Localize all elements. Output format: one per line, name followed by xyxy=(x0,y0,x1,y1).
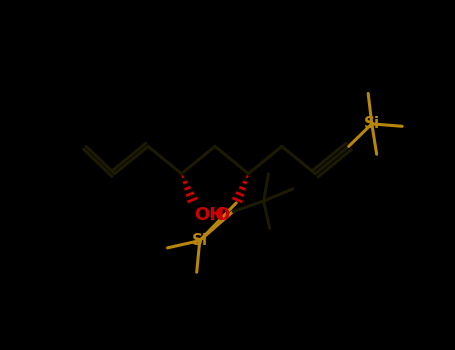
Text: Si: Si xyxy=(192,233,208,248)
Text: Si: Si xyxy=(364,116,380,131)
Text: O: O xyxy=(215,206,230,224)
Text: OH: OH xyxy=(194,206,224,224)
